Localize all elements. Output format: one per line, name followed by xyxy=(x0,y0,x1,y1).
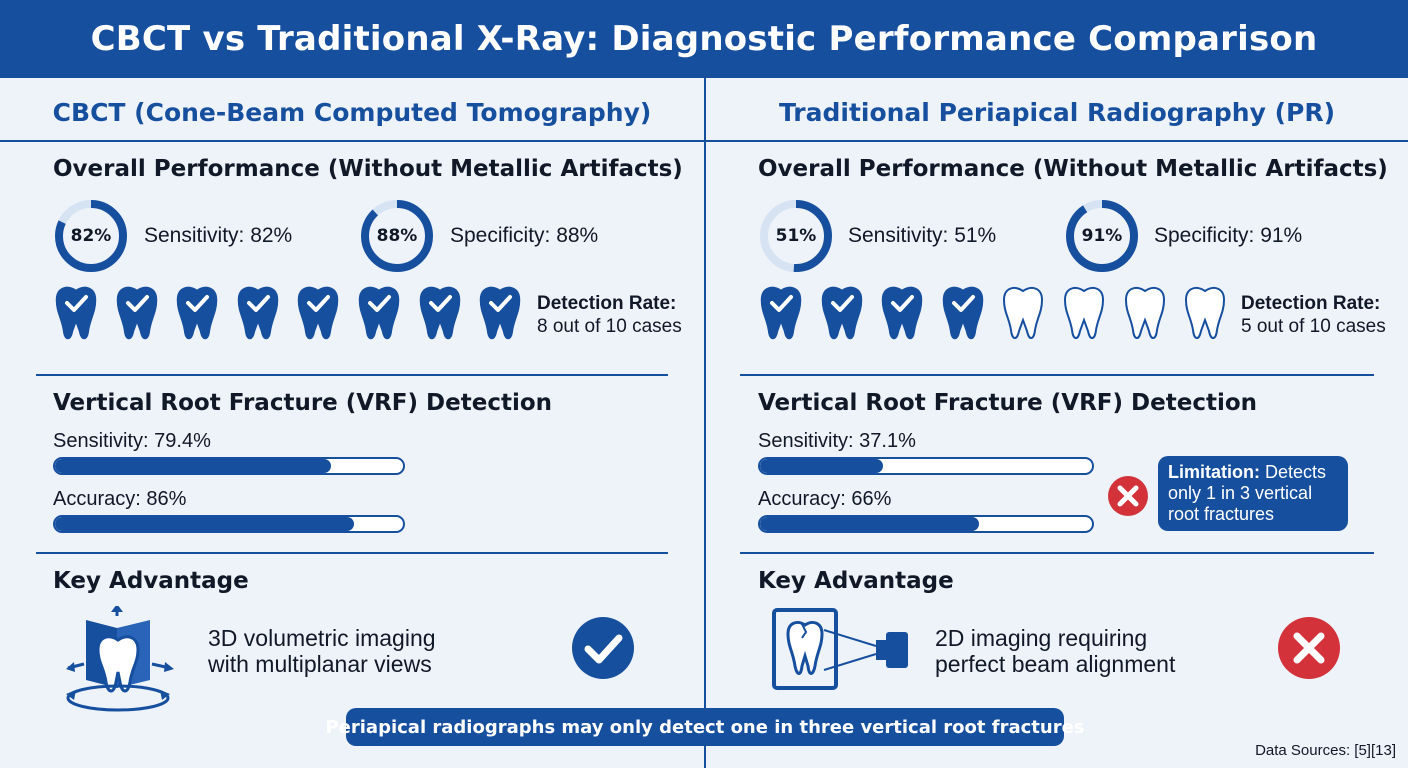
specificity-ring xyxy=(1066,200,1138,272)
sensitivity-ring xyxy=(55,200,127,272)
limitation-label: Limitation: xyxy=(1168,462,1260,482)
check-icon xyxy=(830,295,854,312)
sensitivity-ring-label: 82% xyxy=(70,226,112,246)
vrf-accuracy-fill xyxy=(55,517,355,531)
overall-performance-title: Overall Performance (Without Metallic Ar… xyxy=(53,156,683,182)
check-icon xyxy=(428,295,452,312)
tooth-detected-icon xyxy=(237,286,279,340)
column-divider xyxy=(704,78,706,768)
tooth-detected-icon xyxy=(176,286,218,340)
tooth-detected-icon xyxy=(881,286,923,340)
limitation-line-1: Detects xyxy=(1260,462,1327,482)
header-divider xyxy=(0,140,1408,142)
vrf-sensitivity-fill xyxy=(760,459,884,473)
tooth-detected-icon xyxy=(116,286,157,340)
vrf-sensitivity-fill xyxy=(55,459,332,473)
check-icon xyxy=(65,295,88,312)
vrf-sensitivity-label: Sensitivity: 37.1% xyxy=(758,430,916,452)
vrf-accuracy-label: Accuracy: 66% xyxy=(758,488,892,510)
section-divider xyxy=(36,374,668,376)
ring-progress xyxy=(361,200,433,272)
check-icon xyxy=(125,295,149,312)
tooth-detected-icon xyxy=(760,286,802,340)
advantage-line-1: 2D imaging requiring xyxy=(935,625,1148,651)
vrf-accuracy-bar xyxy=(758,515,1094,533)
check-icon xyxy=(951,295,975,312)
check-icon xyxy=(770,295,793,312)
check-icon xyxy=(891,295,915,312)
tooth-detected-icon xyxy=(942,286,984,340)
section-divider xyxy=(36,552,668,554)
section-divider xyxy=(740,374,1374,376)
ring-progress xyxy=(55,200,127,272)
detection-rate: Detection Rate: 8 out of 10 cases xyxy=(537,292,682,338)
detection-rate-value: 8 out of 10 cases xyxy=(537,316,682,337)
ring-progress xyxy=(1066,200,1138,272)
advantage-text: 3D volumetric imaging with multiplanar v… xyxy=(208,625,436,677)
title-bar: CBCT vs Traditional X-Ray: Diagnostic Pe… xyxy=(0,0,1408,78)
advantage-line-2: perfect beam alignment xyxy=(935,651,1176,677)
ring-progress xyxy=(760,200,832,272)
detection-rate-label: Detection Rate: xyxy=(537,293,677,314)
tooth-missed-icon xyxy=(1185,287,1226,339)
check-icon xyxy=(307,295,331,312)
limitation-line-2: only 1 in 3 vertical xyxy=(1168,483,1313,503)
tooth-detected-icon xyxy=(358,286,400,340)
specificity-text: Specificity: 91% xyxy=(1154,224,1303,247)
pr-heading: Traditional Periapical Radiography (PR) xyxy=(778,97,1336,127)
tooth-detected-icon xyxy=(821,286,862,340)
vrf-sensitivity-bar xyxy=(53,457,405,475)
footer-banner: Periapical radiographs may only detect o… xyxy=(325,708,1085,746)
specificity-text: Specificity: 88% xyxy=(450,224,599,247)
section-divider xyxy=(740,552,1374,554)
limitation-line-3: root fractures xyxy=(1168,504,1275,524)
vrf-title: Vertical Root Fracture (VRF) Detection xyxy=(53,390,553,416)
check-circle-icon xyxy=(572,617,634,679)
page-title: CBCT vs Traditional X-Ray: Diagnostic Pe… xyxy=(90,19,1318,59)
cbct-heading: CBCT (Cone-Beam Computed Tomography) xyxy=(52,97,652,127)
specificity-ring xyxy=(361,200,433,272)
data-sources: Data Sources: [5][13] xyxy=(1255,742,1396,759)
key-advantage-title: Key Advantage xyxy=(758,568,954,594)
tooth-detected-icon xyxy=(55,286,97,340)
3d-volume-icon xyxy=(66,606,174,712)
pr-panel: Overall Performance (Without Metallic Ar… xyxy=(706,142,1408,768)
sensitivity-ring xyxy=(760,200,832,272)
specificity-ring-label: 88% xyxy=(376,226,418,246)
check-icon xyxy=(186,295,210,312)
detection-rate-value: 5 out of 10 cases xyxy=(1241,316,1386,337)
specificity-ring-label: 91% xyxy=(1081,226,1123,246)
sensitivity-text: Sensitivity: 51% xyxy=(848,224,997,247)
x-circle-icon xyxy=(1278,617,1340,679)
sensitivity-ring-label: 51% xyxy=(775,226,817,246)
detection-rate: Detection Rate: 5 out of 10 cases xyxy=(1241,292,1386,338)
vrf-sensitivity-label: Sensitivity: 79.4% xyxy=(53,430,211,452)
vrf-accuracy-bar xyxy=(53,515,405,533)
check-icon xyxy=(246,295,270,312)
tooth-missed-icon xyxy=(1063,287,1105,339)
vrf-sensitivity-bar xyxy=(758,457,1094,475)
sensitivity-text: Sensitivity: 82% xyxy=(144,224,293,247)
tooth-detected-icon xyxy=(298,286,339,340)
overall-performance-title: Overall Performance (Without Metallic Ar… xyxy=(758,156,1388,182)
vrf-title: Vertical Root Fracture (VRF) Detection xyxy=(758,390,1258,416)
check-icon xyxy=(489,295,513,312)
advantage-line-1: 3D volumetric imaging xyxy=(208,625,436,651)
advantage-line-2: with multiplanar views xyxy=(208,651,432,677)
vrf-accuracy-fill xyxy=(760,517,980,531)
limitation-callout: Limitation: Detects only 1 in 3 vertical… xyxy=(1158,456,1348,531)
cbct-panel: Overall Performance (Without Metallic Ar… xyxy=(0,142,704,768)
detection-rate-label: Detection Rate: xyxy=(1241,293,1381,314)
vrf-accuracy-label: Accuracy: 86% xyxy=(53,488,187,510)
tooth-detected-icon xyxy=(419,286,460,340)
tooth-detected-icon xyxy=(479,286,521,340)
advantage-text: 2D imaging requiring perfect beam alignm… xyxy=(935,625,1175,677)
check-icon xyxy=(368,295,391,312)
tooth-missed-icon xyxy=(1124,287,1165,339)
2d-xray-icon xyxy=(772,608,908,690)
tooth-missed-icon xyxy=(1003,287,1044,339)
x-circle-icon xyxy=(1108,476,1148,516)
key-advantage-title: Key Advantage xyxy=(53,568,249,594)
